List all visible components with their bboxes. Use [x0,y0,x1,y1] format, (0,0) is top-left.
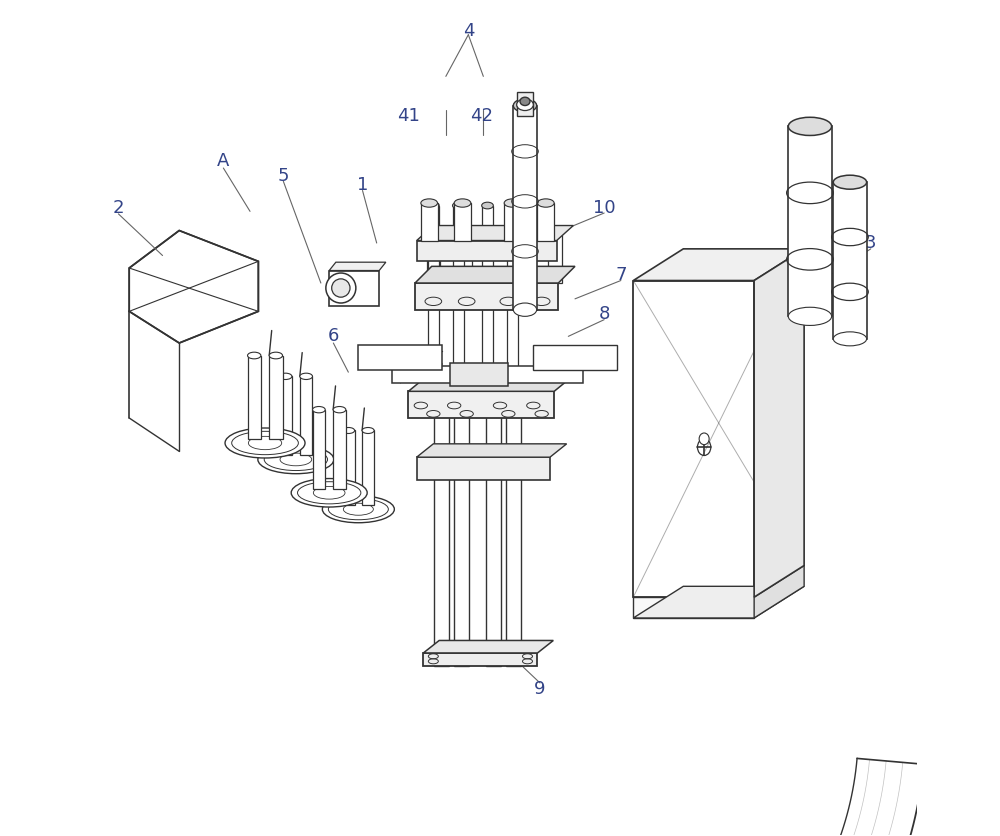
Ellipse shape [421,199,438,207]
Bar [434,380,449,666]
Bar [329,271,379,305]
Ellipse shape [537,199,554,207]
Text: 7: 7 [615,266,627,283]
Polygon shape [417,444,567,457]
Polygon shape [417,226,573,241]
Ellipse shape [269,352,283,359]
Ellipse shape [362,427,374,434]
Polygon shape [415,267,575,283]
Bar [788,126,832,316]
Bar [517,235,530,283]
Ellipse shape [482,202,493,209]
Polygon shape [408,376,572,391]
Bar [454,203,471,241]
Text: 41: 41 [397,107,420,125]
Polygon shape [329,263,386,271]
Ellipse shape [833,176,867,189]
Bar [537,203,554,241]
Bar [269,355,283,439]
Bar [392,366,583,383]
Ellipse shape [313,406,325,413]
Text: 6: 6 [328,328,339,345]
Polygon shape [754,565,804,618]
Bar [504,203,521,241]
Bar [548,235,562,283]
Bar [408,391,554,418]
Polygon shape [633,249,804,281]
Ellipse shape [291,478,367,507]
Ellipse shape [520,97,530,105]
Ellipse shape [507,202,518,209]
Bar [417,241,557,262]
Text: 4: 4 [463,22,474,39]
Ellipse shape [504,199,521,207]
Ellipse shape [248,352,261,359]
Ellipse shape [699,433,709,445]
Ellipse shape [453,202,464,209]
Ellipse shape [513,303,537,316]
Text: 8: 8 [598,305,610,323]
Bar [486,380,501,666]
Text: 1: 1 [357,176,368,194]
Bar [458,235,472,283]
Bar [248,355,261,439]
Polygon shape [129,231,258,343]
Text: 42: 42 [470,107,493,125]
Ellipse shape [258,446,334,474]
Bar [454,380,469,666]
Ellipse shape [333,406,346,413]
Ellipse shape [225,428,305,458]
Ellipse shape [322,496,394,522]
Bar [506,380,521,666]
Ellipse shape [343,427,355,434]
Bar [507,206,518,380]
Polygon shape [633,281,754,597]
Bar [421,203,438,241]
Polygon shape [423,653,537,666]
Polygon shape [633,597,754,618]
Bar [513,105,537,309]
Bar [300,376,312,456]
Bar [517,92,533,115]
Bar [358,344,442,370]
Polygon shape [754,249,804,597]
Ellipse shape [788,308,832,325]
Ellipse shape [300,373,312,380]
Ellipse shape [788,117,832,135]
Ellipse shape [279,373,292,380]
Ellipse shape [517,99,533,110]
Bar [450,363,508,386]
Bar [313,410,325,489]
Bar [482,206,493,380]
Ellipse shape [428,202,439,209]
Text: 3: 3 [865,234,877,252]
Bar [415,283,558,309]
Bar [428,206,439,380]
Polygon shape [633,586,804,618]
Ellipse shape [513,99,537,112]
Bar [333,410,346,489]
Text: 5: 5 [278,167,289,186]
Text: 9: 9 [534,680,546,698]
Ellipse shape [332,279,350,297]
Bar [427,235,440,283]
Polygon shape [423,640,553,653]
Bar [453,206,464,380]
Bar [343,431,355,506]
Bar [362,431,374,506]
Bar [533,344,617,370]
Text: A: A [217,152,230,171]
Text: 2: 2 [113,199,124,217]
Bar [833,182,867,339]
Bar [417,457,550,481]
Bar [279,376,292,456]
Text: 10: 10 [593,199,615,217]
Ellipse shape [454,199,471,207]
Ellipse shape [833,332,867,346]
Ellipse shape [326,273,356,303]
